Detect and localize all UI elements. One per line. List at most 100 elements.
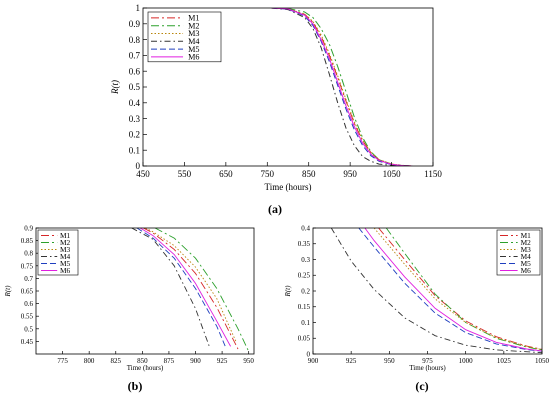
x-tick-label: 875 — [164, 357, 175, 365]
series-line-M3 — [271, 8, 413, 166]
y-tick-label: 0.35 — [298, 240, 311, 248]
series-line-M4 — [330, 228, 542, 354]
series-line-M6 — [364, 228, 542, 352]
series-line-M6 — [271, 8, 413, 166]
legend-label-M3: M3 — [188, 29, 199, 38]
legend-label-M4: M4 — [188, 37, 199, 46]
x-tick-label: 950 — [243, 357, 254, 365]
series-line-M2 — [271, 8, 413, 166]
y-tick-label: 0.3 — [129, 114, 141, 124]
y-tick-label: 0.6 — [24, 300, 33, 308]
panel-label: (a) — [268, 202, 282, 216]
series-line-M2 — [154, 228, 250, 352]
series-line-M2 — [385, 228, 542, 351]
x-tick-label: 950 — [384, 357, 395, 365]
legend-label-M4: M4 — [60, 252, 71, 261]
x-tick-label: 1025 — [497, 357, 512, 365]
y-tick-label: 0.4 — [301, 224, 310, 232]
legend-label-M6: M6 — [60, 266, 71, 275]
legend-box — [147, 11, 222, 63]
y-tick-label: 0.8 — [24, 250, 33, 258]
series-line-M1 — [271, 8, 413, 166]
x-tick-label: 1050 — [383, 169, 402, 179]
y-tick-label: 0.3 — [301, 256, 310, 264]
y-axis-label: R(t) — [284, 285, 292, 298]
series-line-M3 — [145, 228, 237, 342]
series-line-M1 — [378, 228, 542, 350]
y-tick-label: 0.05 — [298, 335, 311, 343]
x-tick-label: 825 — [111, 357, 122, 365]
y-tick-label: 0.75 — [21, 262, 34, 270]
y-tick-label: 0.2 — [301, 287, 310, 295]
y-tick-label: 0.9 — [129, 19, 141, 29]
series-line-M4 — [131, 228, 210, 347]
x-tick-label: 800 — [84, 357, 95, 365]
y-tick-label: 0.7 — [129, 51, 141, 61]
x-tick-label: 925 — [346, 357, 357, 365]
x-tick-label: 1000 — [459, 357, 474, 365]
x-axis-label: Time (hours) — [409, 364, 446, 372]
x-axis-label: Time (hours) — [127, 364, 164, 372]
legend-label-M6: M6 — [188, 53, 199, 62]
x-tick-label: 925 — [217, 357, 228, 365]
y-tick-label: 0.2 — [129, 130, 140, 140]
y-tick-label: 0.45 — [21, 338, 34, 346]
x-tick-label: 900 — [190, 357, 201, 365]
y-tick-label: 0.5 — [129, 82, 141, 92]
series-line-M5 — [136, 228, 226, 347]
x-tick-label: 1150 — [424, 169, 442, 179]
panel-0: 450 550 650 750 850 950 1050 1150 0 0.1 0.2 0.3 0.4 0… — [110, 3, 442, 216]
series-line-M4 — [271, 8, 413, 166]
y-tick-label: 0 — [307, 350, 311, 358]
y-axis-label: R(t) — [4, 285, 12, 298]
x-tick-label: 450 — [136, 169, 150, 179]
y-tick-label: 0.5 — [24, 325, 33, 333]
legend-label-M3: M3 — [521, 245, 532, 254]
x-tick-label: 850 — [137, 357, 148, 365]
x-tick-label: 975 — [422, 357, 433, 365]
panel-2: 900 925 950 975 1000 1025 1050 0 0.05 0.1 0.15 0.2 0… — [284, 224, 550, 393]
x-tick-label: 900 — [308, 357, 319, 365]
y-tick-label: 0.25 — [298, 272, 311, 280]
y-tick-label: 0.9 — [24, 224, 33, 232]
x-tick-label: 650 — [219, 169, 233, 179]
x-tick-label: 750 — [261, 169, 275, 179]
legend-label-M1: M1 — [60, 231, 71, 240]
legend-label-M1: M1 — [521, 231, 532, 240]
legend-label-M1: M1 — [188, 14, 199, 23]
legend-label-M2: M2 — [188, 21, 199, 30]
legend-label-M5: M5 — [188, 45, 199, 54]
y-tick-label: 0 — [136, 161, 141, 171]
series-line-M5 — [271, 8, 413, 166]
legend-label-M5: M5 — [60, 259, 71, 268]
x-tick-label: 550 — [178, 169, 192, 179]
y-tick-label: 0.85 — [21, 237, 34, 245]
y-tick-label: 0.1 — [129, 145, 140, 155]
y-tick-label: 0.65 — [21, 287, 34, 295]
panel-1: 775 800 825 850 875 900 925 950 0.45 0.5 0.55 0.6 0.… — [4, 224, 254, 393]
x-tick-label: 950 — [343, 169, 357, 179]
series-line-M6 — [139, 228, 231, 347]
panel-label: (b) — [128, 379, 143, 393]
legend-box — [37, 229, 79, 276]
series-line-M1 — [143, 228, 239, 350]
y-tick-label: 0.1 — [301, 319, 310, 327]
y-tick-label: 0.55 — [21, 313, 34, 321]
legend-label-M5: M5 — [521, 259, 532, 268]
y-axis-label: R(t) — [110, 80, 120, 95]
panel-label: (c) — [415, 379, 428, 393]
x-tick-label: 850 — [302, 169, 316, 179]
y-tick-label: 0.4 — [129, 98, 141, 108]
y-tick-label: 0.8 — [129, 35, 141, 45]
series-line-M5 — [358, 228, 542, 352]
legend-label-M4: M4 — [521, 252, 532, 261]
x-tick-label: 775 — [57, 357, 68, 365]
y-tick-label: 0.7 — [24, 275, 33, 283]
y-tick-label: 1 — [136, 3, 141, 13]
legend-box — [496, 229, 541, 276]
x-axis-label: Time (hours) — [265, 182, 312, 192]
